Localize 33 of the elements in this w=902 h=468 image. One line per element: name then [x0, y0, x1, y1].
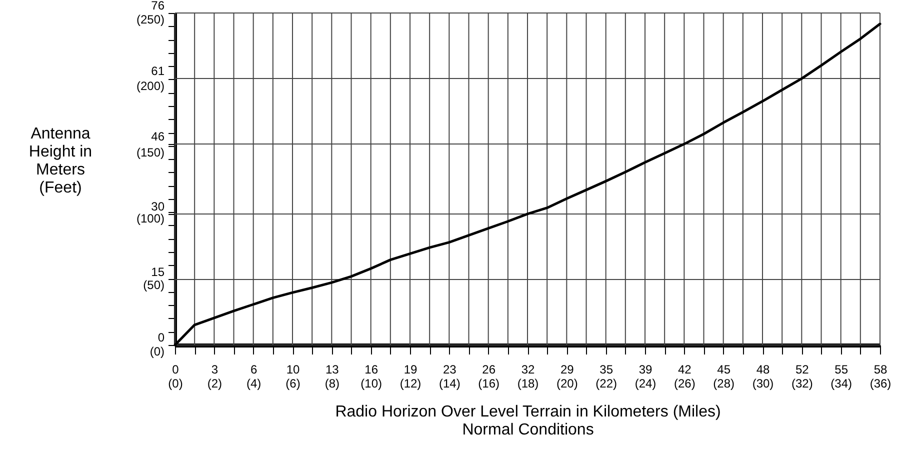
x-tick-label: 6 (4) — [246, 362, 262, 390]
x-tick-label: 52 (32) — [791, 362, 813, 390]
x-tick-label: 16 (10) — [360, 362, 382, 390]
y2-tick-label: (200) — [136, 78, 164, 93]
y-tick-label: 0 — [158, 330, 165, 344]
x-tick-label: 10 (6) — [286, 362, 300, 390]
y2-tick-label: (250) — [136, 12, 164, 26]
x-tick-label: 32 (18) — [517, 362, 539, 390]
y2-tick-label: (50) — [143, 278, 164, 292]
x-tick-label: 26 (16) — [478, 362, 500, 390]
x-tick-label: 55 (34) — [830, 362, 852, 390]
x-tick-label: 35 (22) — [596, 362, 618, 390]
x-tick-label: 13 (8) — [324, 362, 340, 390]
y-tick-label: 15 — [151, 264, 165, 279]
x-tick-label: 19 (12) — [400, 362, 422, 390]
x-tick-label: 48 (30) — [752, 362, 774, 390]
x-tick-label: 23 (14) — [438, 362, 460, 390]
x-tick-label: 3 (2) — [207, 362, 222, 390]
y2-tick-label: (150) — [136, 145, 164, 160]
x-tick-label: 42 (26) — [674, 362, 696, 390]
y2-axis-title: Antenna Height in Meters (Feet) — [28, 126, 92, 196]
x-tick-label: 29 (20) — [556, 362, 578, 390]
x-tick-label: 39 (24) — [634, 362, 656, 390]
y-tick-label: 76 — [151, 0, 165, 12]
x-tick-label: 45 (28) — [713, 362, 735, 390]
y-tick-label: 46 — [151, 130, 165, 144]
y2-tick-label: (0) — [150, 344, 164, 358]
y-tick-label: 61 — [151, 64, 165, 78]
y-tick-label: 30 — [151, 199, 165, 214]
x-tick-label: 58 (36) — [870, 362, 892, 390]
y2-tick-label: (100) — [136, 212, 164, 226]
x-tick-label: 0 (0) — [168, 362, 183, 390]
x-axis-title: Radio Horizon Over Level Terrain in Kilometers (Miles) Normal Conditions — [335, 404, 721, 438]
